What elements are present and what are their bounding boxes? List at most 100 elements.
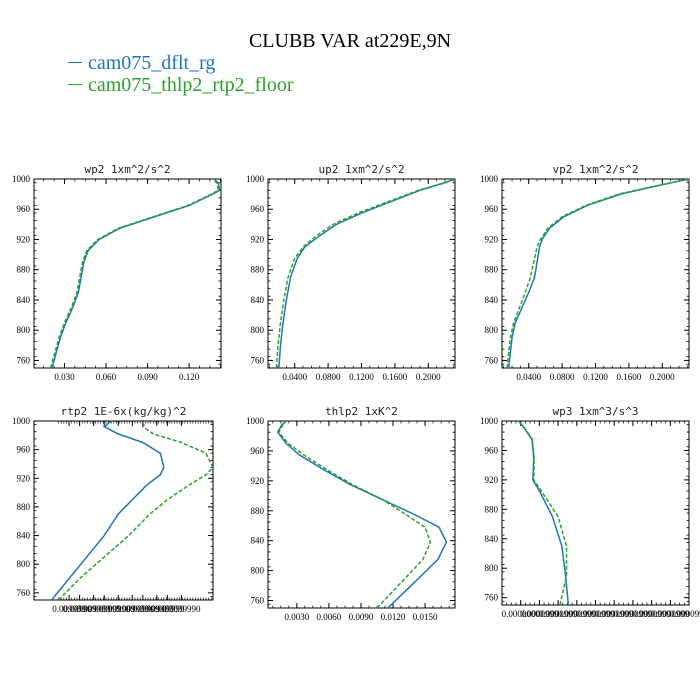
y-tick-label: 760	[251, 596, 265, 606]
x-tick-label: 0.0000999	[614, 609, 653, 619]
series-line-floor	[277, 421, 432, 608]
y-tick-label: 1000	[480, 416, 499, 426]
x-tick-label: 0.0000999	[520, 609, 559, 619]
y-tick-label: 880	[485, 504, 499, 514]
x-tick-label: 0.060	[96, 372, 117, 382]
y-tick-label: 760	[485, 355, 499, 365]
plot-frame	[501, 178, 690, 369]
y-tick-label: 960	[485, 445, 499, 455]
y-tick-label: 920	[17, 234, 31, 244]
x-tick-label: 0.009999	[140, 604, 174, 614]
x-tick-label: 0.0030	[284, 612, 309, 622]
legend-entry-dflt: cam075_dflt_rg	[68, 52, 215, 74]
series-line-floor	[506, 179, 689, 368]
series-line-dflt	[278, 179, 455, 368]
series-line-dflt	[276, 421, 448, 608]
series-line-floor	[275, 179, 455, 368]
plot-frame	[267, 178, 456, 369]
y-tick-label: 920	[485, 475, 499, 485]
panel-title: wp3 1xm^3/s^3	[552, 405, 638, 418]
y-tick-label: 1000	[480, 174, 499, 184]
y-tick-label: 760	[17, 588, 31, 598]
x-tick-label: 0.0400	[516, 372, 541, 382]
x-tick-label: 0.009999	[150, 604, 184, 614]
y-tick-label: 1000	[12, 416, 31, 426]
x-tick-label: 0.2000	[650, 372, 675, 382]
panel-title: vp2 1xm^2/s^2	[552, 163, 638, 176]
x-tick-label: 0.0000999	[576, 609, 615, 619]
x-tick-label: 0.090	[137, 372, 158, 382]
y-tick-label: 840	[17, 295, 31, 305]
y-tick-label: 920	[251, 234, 265, 244]
y-tick-label: 800	[17, 559, 31, 569]
y-tick-label: 840	[485, 295, 499, 305]
y-tick-label: 960	[251, 446, 265, 456]
y-tick-label: 1000	[246, 174, 265, 184]
y-tick-label: 920	[485, 234, 499, 244]
x-tick-label: 0.009999	[126, 604, 160, 614]
y-tick-label: 840	[485, 534, 499, 544]
series-line-dflt	[50, 421, 165, 600]
plot-frame	[33, 178, 222, 369]
panel-title: wp2 1xm^2/s^2	[84, 163, 170, 176]
x-tick-label: 0.0000999	[632, 609, 671, 619]
panel-2: up2 1xm^2/s^2 760 800 840 880 920 960 1000 0.040…	[246, 163, 456, 382]
x-tick-label: 0.0800	[316, 372, 341, 382]
y-tick-label: 840	[251, 536, 265, 546]
y-tick-label: 800	[251, 325, 265, 335]
x-tick-label: 0.009999	[87, 604, 121, 614]
y-tick-label: 880	[17, 502, 31, 512]
panel-5: thlp2 1xK^2 760 800 840 880 920 960 1000 0.0030 0…	[246, 405, 456, 622]
legend-label-floor: cam075_thlp2_rtp2_floor	[88, 74, 294, 96]
y-tick-label: 760	[17, 355, 31, 365]
y-tick-label: 800	[485, 563, 499, 573]
y-tick-label: 800	[485, 325, 499, 335]
y-tick-label: 880	[17, 265, 31, 275]
legend-swatch-dflt	[68, 61, 82, 63]
x-tick-label: 0.030	[54, 372, 75, 382]
y-tick-label: 880	[251, 506, 265, 516]
x-tick-label: 0.1600	[617, 372, 642, 382]
x-tick-label: 0.120	[179, 372, 200, 382]
y-tick-label: 840	[251, 295, 265, 305]
x-tick-label: 0.1600	[383, 372, 408, 382]
x-tick-label: 0.0099990	[162, 604, 201, 614]
y-tick-label: 1000	[12, 174, 31, 184]
y-tick-label: 920	[251, 476, 265, 486]
series-line-dflt	[518, 421, 570, 605]
plot-frame	[501, 420, 690, 606]
x-tick-label: 0.0060	[317, 612, 342, 622]
panel-title: up2 1xm^2/s^2	[318, 163, 404, 176]
panel-title: rtp2 1E-6x(kg/kg)^2	[61, 405, 187, 418]
y-tick-label: 960	[17, 445, 31, 455]
x-tick-label: 0.009999	[52, 604, 86, 614]
y-tick-label: 880	[485, 265, 499, 275]
y-tick-label: 800	[251, 566, 265, 576]
x-tick-label: 0.0000999	[651, 609, 690, 619]
x-tick-label: 0.009999	[115, 604, 149, 614]
x-tick-label: 0.0800	[550, 372, 575, 382]
panel-4: rtp2 1E-6x(kg/kg)^2 760 800 840 880 920 960 100…	[12, 405, 214, 614]
panel-3: vp2 1xm^2/s^2 760 800 840 880 920 960 1000 0.040…	[480, 163, 690, 382]
x-tick-label: 0.009999	[77, 604, 111, 614]
x-tick-label: 0.1200	[349, 372, 374, 382]
series-line-floor	[49, 179, 220, 368]
x-tick-label: 0.0150	[413, 612, 438, 622]
y-tick-label: 960	[485, 204, 499, 214]
x-tick-label: 0.009999	[101, 604, 135, 614]
x-tick-label: 0.0000999	[539, 609, 578, 619]
y-tick-label: 920	[17, 473, 31, 483]
x-tick-label: 0.2000	[416, 372, 441, 382]
series-line-dflt	[507, 179, 689, 368]
x-tick-label: 0.1200	[583, 372, 608, 382]
x-tick-label: 0.0090	[349, 612, 374, 622]
chart-title: CLUBB VAR at229E,9N	[248, 30, 452, 52]
x-tick-label: 0.0400	[282, 372, 307, 382]
x-tick-label: 0.0000999	[595, 609, 634, 619]
plot-frame	[33, 420, 214, 601]
x-tick-label: 0.009999	[63, 604, 97, 614]
y-tick-label: 840	[17, 531, 31, 541]
x-tick-label: 0.0120	[381, 612, 406, 622]
legend-entry-floor: cam075_thlp2_rtp2_floor	[68, 74, 294, 96]
